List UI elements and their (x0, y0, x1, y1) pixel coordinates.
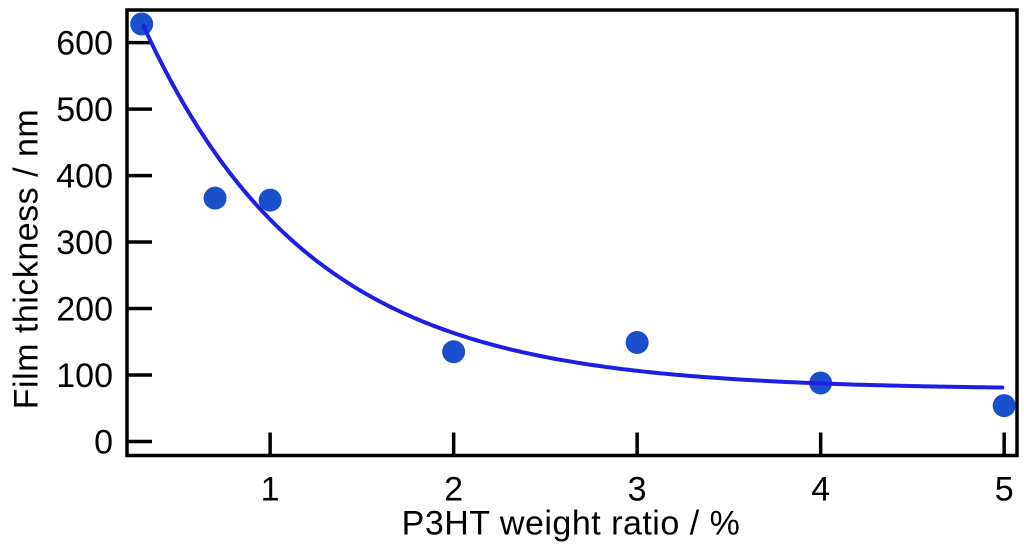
y-tick-label: 100 (56, 357, 113, 395)
x-tick-label: 5 (995, 471, 1014, 509)
fit-curve-line (141, 24, 1005, 390)
data-point (442, 340, 466, 364)
x-tick-label: 4 (811, 471, 830, 509)
y-axis-label: Film thickness / nm (7, 108, 46, 410)
y-tick-label: 500 (56, 91, 113, 129)
data-point (625, 330, 649, 354)
y-tick-label: 600 (56, 25, 113, 63)
y-tick-label: 200 (56, 291, 113, 329)
y-tick-label: 400 (56, 158, 113, 196)
plot-frame (125, 8, 1019, 458)
y-tick-label: 0 (94, 424, 113, 462)
x-tick-label: 3 (628, 471, 647, 509)
data-point (992, 394, 1016, 418)
y-tick-label: 300 (56, 224, 113, 262)
data-point (130, 12, 154, 36)
x-tick-label: 1 (261, 471, 280, 509)
data-point (203, 186, 227, 210)
x-tick-label: 2 (444, 471, 463, 509)
data-point (258, 188, 282, 212)
x-axis-label: P3HT weight ratio / % (401, 504, 741, 543)
